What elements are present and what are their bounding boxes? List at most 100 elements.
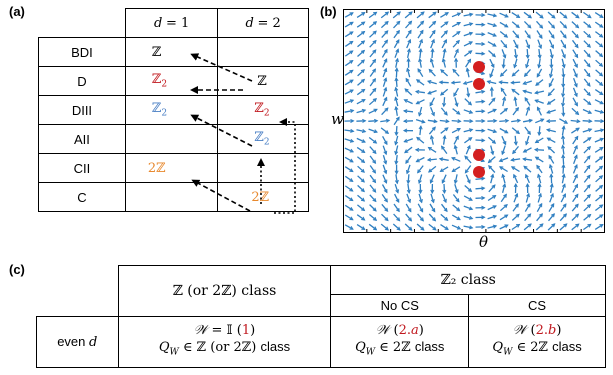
field-arrow-head: [527, 24, 532, 29]
field-arrow: [571, 107, 579, 115]
field-arrow: [499, 108, 508, 115]
field-arrow: [395, 174, 398, 184]
field-arrow: [536, 165, 543, 174]
field-arrow: [583, 40, 591, 48]
field-arrow: [357, 50, 365, 57]
field-arrow-head: [430, 198, 435, 204]
field-arrow: [395, 155, 398, 165]
field-arrow-head: [504, 23, 509, 28]
field-arrow-head: [527, 223, 532, 228]
field-arrow-head: [406, 180, 411, 185]
field-arrow: [549, 183, 553, 194]
field-arrow: [525, 135, 530, 145]
field-arrow-head: [492, 43, 497, 47]
field-arrow-head: [537, 131, 542, 137]
field-arrow-head: [456, 12, 462, 17]
field-arrow-head: [513, 141, 518, 146]
field-arrow-head: [360, 69, 365, 74]
field-arrow-head: [534, 90, 539, 95]
field-arrow-head: [599, 146, 604, 151]
field-arrow-head: [431, 208, 436, 213]
field-arrow: [487, 31, 497, 37]
field-arrow-head: [574, 53, 579, 59]
field-arrow-head: [360, 59, 365, 64]
field-arrow-head: [538, 34, 543, 40]
field-arrow: [594, 146, 604, 153]
field-arrow-head: [406, 170, 410, 175]
field-arrow-head: [466, 179, 471, 185]
field-arrow-head: [563, 223, 568, 228]
field-arrow-head: [419, 29, 424, 34]
field-arrow: [416, 156, 425, 163]
field-arrow-head: [406, 57, 411, 62]
field-arrow-head: [586, 203, 592, 209]
field-arrow-head: [384, 39, 389, 44]
field-arrow-head: [575, 111, 580, 116]
field-arrow-head: [349, 187, 354, 192]
field-arrow: [369, 49, 377, 58]
field-arrow-head: [598, 62, 604, 67]
field-arrow: [572, 87, 578, 97]
field-arrow-head: [586, 174, 591, 179]
field-arrow: [534, 148, 545, 151]
field-arrow: [428, 223, 437, 231]
field-arrow: [344, 195, 354, 202]
field-arrow: [369, 88, 377, 97]
field-arrow-head: [492, 224, 498, 229]
field-arrow-head: [406, 67, 411, 72]
field-arrow-head: [486, 80, 491, 85]
field-arrow: [418, 39, 423, 49]
field-arrow: [451, 157, 461, 162]
field-arrow-head: [360, 197, 366, 202]
field-arrow-head: [511, 72, 516, 77]
field-arrow: [356, 21, 365, 28]
field-arrow-head: [498, 158, 503, 163]
field-arrow: [440, 88, 449, 96]
field-arrow: [393, 30, 400, 39]
field-arrow: [369, 30, 377, 38]
field-arrow-head: [545, 119, 551, 124]
field-arrow-head: [418, 189, 423, 195]
field-arrow-head: [450, 80, 455, 85]
field-arrow-head: [469, 225, 474, 230]
field-arrow-head: [372, 49, 377, 54]
field-arrow-head: [549, 64, 554, 69]
field-arrow-head: [361, 129, 367, 133]
field-arrow: [357, 69, 365, 77]
field-arrow-head: [587, 128, 593, 133]
field-arrow-head: [432, 20, 437, 25]
field-arrow-head: [395, 198, 400, 204]
field-arrow-head: [372, 216, 378, 221]
field-arrow: [526, 49, 529, 59]
field-arrow-head: [464, 169, 469, 174]
field-arrow-head: [394, 86, 399, 92]
field-arrow-head: [488, 164, 493, 170]
field-arrow: [488, 156, 496, 163]
field-arrow: [382, 97, 388, 107]
field-arrow: [475, 187, 485, 190]
field-arrow-head: [510, 157, 515, 162]
field-arrow-head: [598, 175, 604, 180]
field-arrow-head: [443, 38, 447, 44]
field-arrow-head: [586, 82, 591, 87]
field-arrow: [583, 88, 591, 96]
field-arrow: [500, 87, 507, 97]
field-arrow-head: [394, 67, 399, 72]
field-arrow: [464, 165, 472, 174]
field-arrow-head: [563, 120, 569, 124]
field-arrow-head: [349, 206, 354, 211]
field-arrow: [487, 108, 497, 114]
field-arrow-head: [574, 203, 579, 208]
field-arrow: [452, 69, 460, 77]
field-arrow-head: [349, 216, 354, 221]
field-arrow-head: [361, 21, 366, 26]
field-arrow: [344, 109, 354, 113]
field-arrow: [583, 59, 591, 68]
field-arrow-head: [573, 163, 578, 169]
field-arrow: [369, 194, 377, 202]
field-arrow-head: [405, 77, 410, 83]
field-arrow: [344, 21, 354, 28]
field-arrow-head: [444, 127, 449, 132]
field-arrow: [562, 155, 565, 165]
field-arrow-head: [417, 169, 422, 174]
